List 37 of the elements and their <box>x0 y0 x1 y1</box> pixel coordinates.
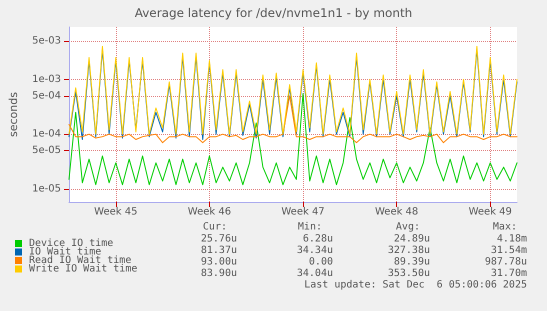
y-tick-label: 5e-04 <box>32 90 61 102</box>
y-tick-label: 5e-03 <box>32 36 61 46</box>
text: 89.39u <box>394 256 430 268</box>
text: 25.76u <box>200 234 237 244</box>
y-tick-label: 1e-03 <box>32 74 61 85</box>
text: 34.04u <box>296 268 333 279</box>
text: Max: <box>492 222 517 232</box>
line-series <box>68 93 518 186</box>
y-tick-label: 1e-05 <box>32 184 61 195</box>
x-tick-label: Week 49 <box>468 206 512 218</box>
text: Min: <box>298 222 322 232</box>
text: 24.89u <box>394 234 430 244</box>
x-tick-label: Week 48 <box>374 206 418 218</box>
y-tick-label: 5e-05 <box>32 145 61 156</box>
y-tick-label: 1e-04 <box>32 128 61 140</box>
text: 6.28u <box>302 234 333 244</box>
text: 4.18m <box>496 234 527 244</box>
text: 93.00u <box>200 256 237 268</box>
text: Cur: <box>202 222 227 232</box>
x-tick-label: Week 47 <box>281 206 325 218</box>
text: 31.70m <box>490 268 527 279</box>
y-axis-title: seconds <box>7 92 20 137</box>
text: 353.50u <box>388 268 430 279</box>
text: Avg: <box>396 222 420 232</box>
legend-label: Write IO Wait time <box>29 264 138 274</box>
text: Last update: Sat Dec 6 05:00:06 2025 <box>304 280 527 290</box>
chart-title: Average latency for /dev/nvme1n1 - by month <box>134 6 412 20</box>
text: 327.38u <box>388 245 430 256</box>
text: 83.90u <box>200 268 237 279</box>
text: 0.00 <box>308 256 333 268</box>
text: 31.54m <box>490 245 527 256</box>
text: 987.78u <box>484 256 527 268</box>
line-series <box>68 95 518 144</box>
text: 34.34u <box>296 245 333 256</box>
x-tick-label: Week 46 <box>188 206 232 218</box>
text: 81.37u <box>200 245 237 256</box>
x-tick-label: Week 45 <box>94 206 138 218</box>
